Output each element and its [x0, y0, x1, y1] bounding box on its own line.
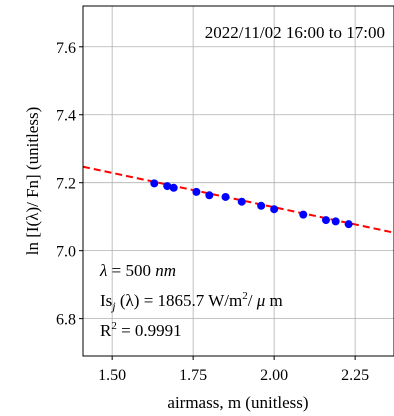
- annotation-lambda: λ = 500 nm: [99, 261, 176, 280]
- data-point: [270, 205, 279, 214]
- data-point: [192, 187, 201, 196]
- data-point: [150, 179, 159, 188]
- plot-frame: [82, 5, 394, 357]
- y-axis-ticks: 6.8 7.0 7.2 7.4 7.6: [56, 40, 83, 329]
- data-point: [237, 197, 246, 206]
- x-tick-label: 2.00: [260, 367, 288, 384]
- data-point: [331, 217, 340, 226]
- x-tick-label: 2.25: [341, 367, 369, 384]
- y-tick-label: 6.8: [56, 312, 76, 329]
- chart-title: 2022/11/02 16:00 to 17:00: [205, 23, 385, 42]
- annotation-is: Isj (λ) = 1865.7 W/m2/ μ m: [100, 290, 283, 313]
- data-points: [150, 179, 353, 229]
- data-point: [205, 191, 214, 200]
- x-axis-label: airmass, m (unitless): [167, 393, 308, 412]
- x-tick-label: 1.75: [179, 367, 207, 384]
- x-axis-ticks: 1.50 1.75 2.00 2.25: [98, 356, 369, 384]
- grid: [83, 6, 394, 356]
- data-point: [221, 192, 230, 201]
- data-point: [344, 220, 353, 229]
- data-point: [299, 210, 308, 219]
- y-tick-label: 7.2: [56, 176, 76, 193]
- data-point: [321, 216, 330, 225]
- annotation-r2: R2 = 0.9991: [100, 320, 182, 340]
- data-point: [169, 183, 178, 192]
- y-tick-label: 7.6: [56, 40, 76, 57]
- y-tick-label: 7.0: [56, 244, 76, 261]
- data-point: [257, 201, 266, 210]
- data-point: [163, 182, 172, 191]
- y-tick-label: 7.4: [56, 108, 76, 125]
- y-axis-label: ln [I(λ)/ Fn] (unitless): [23, 107, 42, 255]
- x-tick-label: 1.50: [98, 367, 126, 384]
